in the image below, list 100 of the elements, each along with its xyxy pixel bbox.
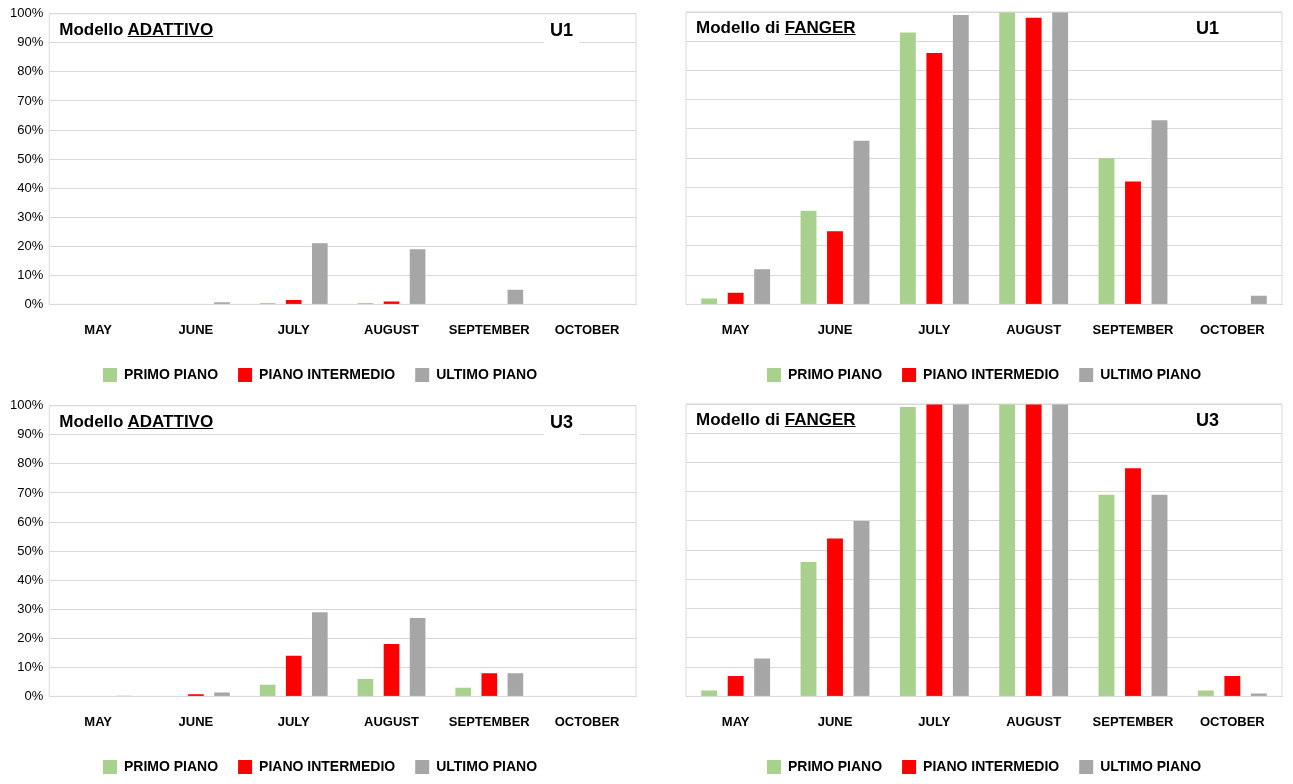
bar xyxy=(727,675,744,696)
y-tick-label: 80% xyxy=(17,455,44,471)
x-tick-label: SEPTEMBER xyxy=(1092,321,1175,337)
bar xyxy=(1250,693,1267,696)
x-tick-label: SEPTEMBER xyxy=(1092,713,1175,729)
x-tick-label: OCTOBER xyxy=(554,713,621,729)
bar xyxy=(1197,690,1214,696)
bar xyxy=(1098,494,1115,696)
legend-label: PIANO INTERMEDIO xyxy=(923,757,1060,774)
bar xyxy=(507,673,524,696)
x-tick-label: MAY xyxy=(84,321,113,337)
bar xyxy=(899,32,916,304)
bar xyxy=(853,520,870,696)
annotation: U1 xyxy=(544,17,580,43)
x-tick-label: AUGUST xyxy=(364,321,420,337)
bar xyxy=(999,12,1016,304)
y-tick-label: 60% xyxy=(17,513,44,529)
bar xyxy=(999,404,1016,696)
bar xyxy=(1052,404,1069,696)
bar xyxy=(827,231,843,304)
legend-label: ULTIMO PIANO xyxy=(436,757,538,774)
bar xyxy=(285,655,302,696)
y-tick-label: 100% xyxy=(10,5,44,21)
legend-label: ULTIMO PIANO xyxy=(1100,757,1202,774)
bar xyxy=(455,687,472,696)
bar xyxy=(1025,404,1042,696)
x-tick-label: OCTOBER xyxy=(1199,713,1266,729)
y-tick-label: 10% xyxy=(17,266,44,282)
bar xyxy=(952,14,969,304)
bar xyxy=(701,298,718,304)
y-tick-label: 90% xyxy=(17,34,44,50)
bar xyxy=(1151,120,1168,304)
chart-title: Modello di FANGER xyxy=(696,410,856,429)
y-tick-label: 40% xyxy=(17,571,44,587)
legend-label: PRIMO PIANO xyxy=(787,757,883,774)
annotation: U3 xyxy=(544,409,580,435)
chart-title: Modello ADATTIVO xyxy=(59,411,214,431)
y-tick-label: 0% xyxy=(24,687,44,703)
y-tick-label: 70% xyxy=(17,484,44,500)
chart-title: Modello ADATTIVO xyxy=(59,19,214,39)
y-tick-label: 50% xyxy=(17,542,44,558)
y-tick-label: 30% xyxy=(17,208,44,224)
bar xyxy=(214,692,230,696)
bar xyxy=(259,684,276,696)
chart-title: Modello di FANGER xyxy=(696,18,856,37)
bar xyxy=(409,249,426,304)
y-tick-label: 80% xyxy=(17,63,44,79)
legend-label: PIANO INTERMEDIO xyxy=(259,365,396,382)
x-tick-label: JULY xyxy=(277,713,311,729)
x-tick-label: MAY xyxy=(721,713,750,729)
y-tick-label: 60% xyxy=(17,121,44,137)
annotation: U3 xyxy=(1190,408,1226,433)
x-tick-label: OCTOBER xyxy=(554,321,621,337)
bar xyxy=(383,644,400,696)
bar xyxy=(926,52,943,304)
bar xyxy=(357,678,374,696)
y-tick-label: 20% xyxy=(17,629,44,645)
bar xyxy=(701,690,718,696)
x-tick-label: JUNE xyxy=(817,321,853,337)
x-tick-label: JUNE xyxy=(178,321,214,337)
legend-label: ULTIMO PIANO xyxy=(436,365,538,382)
bar xyxy=(1125,181,1141,304)
bar xyxy=(853,140,870,304)
legend-label: PRIMO PIANO xyxy=(123,365,219,382)
y-tick-label: 30% xyxy=(17,600,44,616)
x-tick-label: JULY xyxy=(918,321,951,337)
bar xyxy=(727,292,744,304)
x-tick-label: JUNE xyxy=(178,713,214,729)
x-tick-label: MAY xyxy=(84,713,113,729)
bar xyxy=(507,289,524,304)
x-tick-label: MAY xyxy=(721,321,750,337)
bar xyxy=(1151,494,1168,696)
bar xyxy=(1125,468,1141,696)
x-tick-label: JULY xyxy=(277,321,311,337)
x-tick-label: JUNE xyxy=(817,713,853,729)
y-tick-label: 50% xyxy=(17,150,44,166)
bar xyxy=(1098,158,1115,304)
legend-label: PRIMO PIANO xyxy=(787,365,883,382)
bar xyxy=(754,269,771,304)
y-tick-label: 70% xyxy=(17,92,44,108)
legend-label: PRIMO PIANO xyxy=(123,757,219,774)
bar xyxy=(800,561,817,696)
bar xyxy=(311,243,328,304)
bar xyxy=(1224,675,1241,696)
x-tick-label: AUGUST xyxy=(364,713,420,729)
legend-label: ULTIMO PIANO xyxy=(1100,365,1202,382)
bar xyxy=(899,406,916,696)
y-tick-label: 100% xyxy=(10,397,44,413)
x-tick-label: AUGUST xyxy=(1006,713,1062,729)
bar xyxy=(1250,295,1267,304)
x-tick-label: JULY xyxy=(918,713,951,729)
bar xyxy=(383,301,400,304)
bar xyxy=(481,673,498,696)
y-tick-label: 10% xyxy=(17,658,44,674)
legend-label: PIANO INTERMEDIO xyxy=(259,757,396,774)
bar xyxy=(800,210,817,304)
bar xyxy=(827,538,843,696)
x-tick-label: AUGUST xyxy=(1006,321,1062,337)
bar xyxy=(409,617,426,696)
bar xyxy=(285,300,302,304)
